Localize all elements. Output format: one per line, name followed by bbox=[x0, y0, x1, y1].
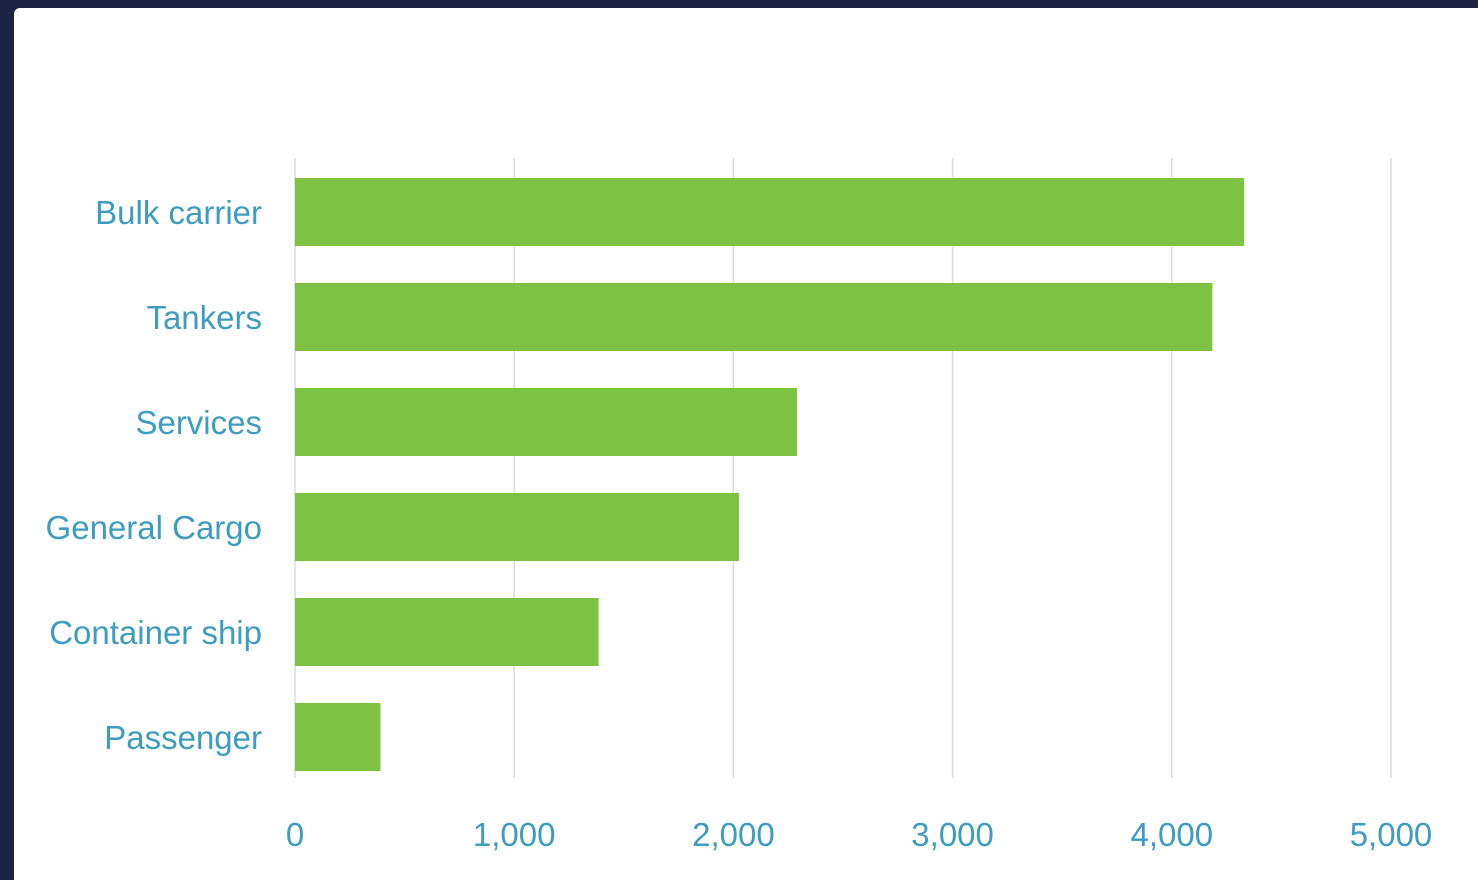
category-labels: Bulk carrier Tankers Services General Cargo… bbox=[46, 194, 262, 756]
x-tick-label: 1,000 bbox=[473, 816, 556, 853]
bar-general-cargo bbox=[295, 493, 739, 561]
bar-services bbox=[295, 388, 797, 456]
bars bbox=[295, 178, 1245, 771]
category-label: Services bbox=[135, 404, 262, 441]
bar-chart: Bulk carrier Tankers Services General Cargo… bbox=[46, 158, 1432, 853]
category-label: Tankers bbox=[146, 299, 262, 336]
category-label: Bulk carrier bbox=[95, 194, 262, 231]
bar-bulk-carrier bbox=[295, 178, 1245, 246]
x-tick-label: 5,000 bbox=[1350, 816, 1433, 853]
category-label: General Cargo bbox=[46, 509, 262, 546]
category-label: Passenger bbox=[104, 719, 262, 756]
grid-lines bbox=[294, 158, 1392, 778]
x-tick-label: 0 bbox=[286, 816, 304, 853]
bar-tankers bbox=[295, 283, 1213, 351]
x-tick-label: 2,000 bbox=[692, 816, 775, 853]
bar-container-ship bbox=[295, 598, 599, 666]
bar-passenger bbox=[295, 703, 381, 771]
chart-panel: Bulk carrier Tankers Services General Cargo… bbox=[14, 8, 1478, 880]
x-axis-ticks: 0 1,000 2,000 3,000 4,000 5,000 bbox=[286, 816, 1432, 853]
x-tick-label: 4,000 bbox=[1131, 816, 1214, 853]
category-label: Container ship bbox=[49, 614, 262, 651]
x-tick-label: 3,000 bbox=[911, 816, 994, 853]
